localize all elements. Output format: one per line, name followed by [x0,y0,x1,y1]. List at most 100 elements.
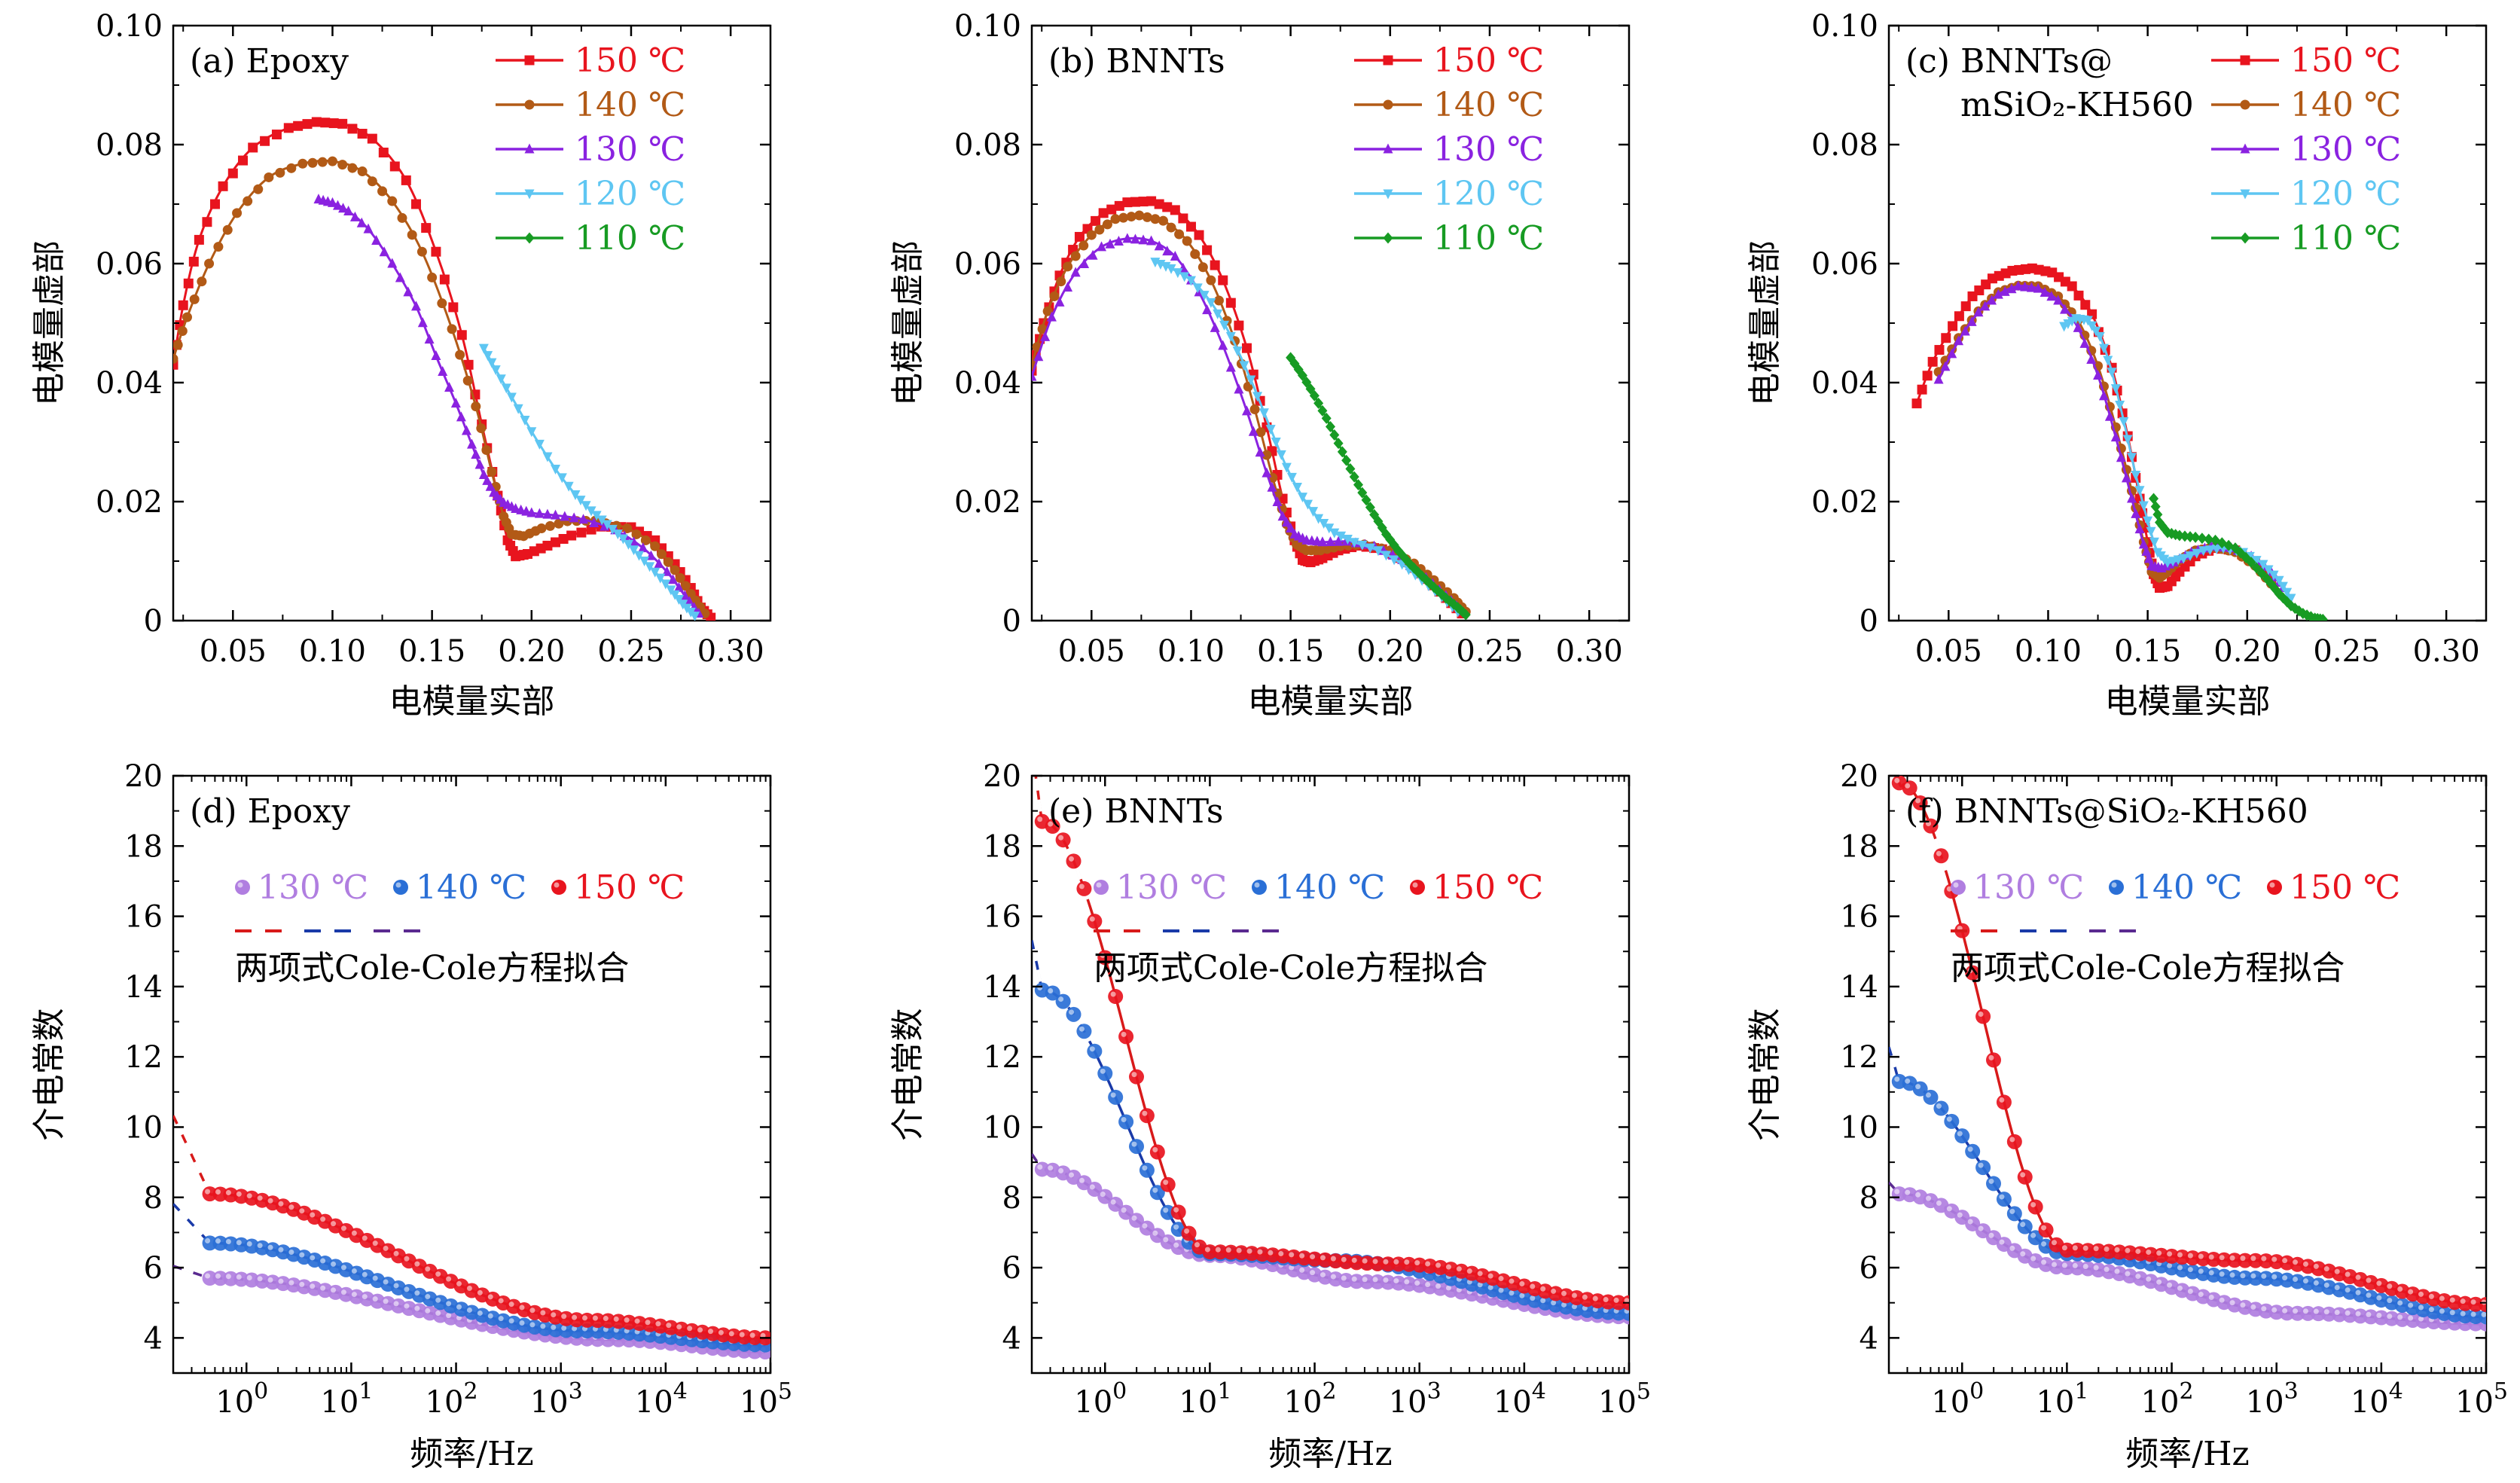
legend-label: 130 ℃ [1116,868,1227,907]
data-point-highlight [1936,1103,1942,1109]
fit-line-dash-gap [173,1265,258,1283]
data-point-triangle-up [1162,246,1173,256]
data-point-highlight [2072,1262,2078,1268]
data-point-highlight [1393,1259,1399,1265]
y-tick-label: 0.02 [1811,485,1878,520]
data-point-square [576,527,587,538]
data-point-highlight [1310,1254,1316,1260]
data-point-triangle-up [467,438,477,449]
x-tick-label: 0.05 [1058,634,1125,669]
legend-label: 130 ℃ [2290,130,2401,169]
data-point-triangle-up [2073,322,2083,332]
data-point-square [2073,290,2084,301]
legend-label: 150 ℃ [575,41,685,80]
data-point-highlight [2470,1299,2476,1305]
data-point-highlight [1351,1276,1357,1282]
data-point-highlight [2250,1273,2256,1279]
x-tick-label: 0.15 [2114,634,2181,669]
data-point-triangle-up [1054,296,1065,307]
data-point-highlight [1299,1267,1305,1273]
data-point-circle [462,375,473,386]
data-point-highlight [1037,1164,1043,1170]
data-point-triangle-down [1276,450,1286,460]
data-point-highlight [2261,1306,2267,1312]
data-point-highlight [1058,1167,1064,1173]
x-axis-title: 频率/Hz [1268,1435,1392,1473]
data-point-triangle-up [1286,523,1296,533]
data-point-highlight [1372,1277,1378,1283]
x-tick-label-base: 10 [1389,1385,1427,1420]
data-point-diamond [1357,487,1368,499]
data-point-highlight [1509,1290,1515,1296]
data-point-highlight [205,1189,211,1195]
data-point-triangle-up [1122,233,1133,243]
x-tick-label: 101 [2036,1378,2088,1420]
data-point-sphere [1055,993,1071,1009]
x-tick-label: 100 [1074,1378,1127,1420]
data-point-circle [622,523,633,534]
data-point-highlight [2460,1298,2466,1304]
data-point-square [227,168,238,179]
y-tick-label: 14 [1840,970,1878,1005]
data-point-diamond [2197,532,2207,545]
panel-label: (b) BNNTs [1048,42,1225,81]
data-point-triangle-down [490,365,501,376]
y-tick-label: 10 [983,1110,1021,1145]
data-point-highlight [1142,1165,1148,1171]
data-point-diamond [1460,609,1471,621]
data-point-circle [524,99,535,110]
data-point-triangle-up [395,272,405,282]
data-point-highlight [456,1280,462,1286]
data-point-highlight [393,1301,399,1307]
legend-label: 140 ℃ [1433,86,1544,124]
data-point-highlight [2187,1289,2193,1295]
data-point-triangle-down [542,452,553,462]
data-point-highlight [2156,1279,2162,1285]
data-point-triangle-up [2138,539,2149,549]
data-point-sphere [1996,1192,2012,1207]
data-point-triangle-down [602,520,612,530]
data-point-highlight [707,1329,713,1335]
data-point-highlight [2250,1304,2256,1310]
data-point-triangle-down [581,501,591,511]
data-point-highlight [2229,1255,2235,1261]
data-point-highlight [2104,1266,2110,1272]
data-point-highlight [2030,1232,2036,1238]
data-point-highlight [320,1216,326,1222]
series-line-130 [1937,285,2284,589]
data-point-highlight [2167,1282,2173,1288]
data-point-square [1138,197,1149,207]
y-axis-title: 电模量虚部 [30,240,69,406]
x-tick-label: 103 [2246,1378,2299,1420]
data-point-square [194,234,204,245]
y-tick-label: 4 [1859,1321,1878,1356]
data-point-square [401,175,411,185]
data-point-triangle-down [650,567,661,578]
data-point-triangle-up [363,223,374,233]
data-point-highlight [1236,1247,1242,1253]
data-point-triangle-up [333,200,343,210]
data-point-highlight [1967,1219,1973,1225]
panel-b: 150 ℃ 140 ℃ 130 ℃ 120 ℃ 110 ℃ (b) BNNTs 0 0.02 0… [889,9,1631,721]
y-tick-label: 0.04 [96,366,163,401]
data-point-sphere [1087,1043,1103,1059]
data-point-square [1170,205,1180,215]
data-point-highlight [331,1287,337,1293]
plot-area [1889,776,2486,1332]
x-tick-label-base: 10 [426,1385,464,1420]
data-point-square [1130,197,1140,207]
data-point-highlight [487,1294,493,1300]
data-point-highlight [2146,1250,2152,1256]
data-point-highlight [267,1198,273,1204]
data-point-sphere [1965,1143,1981,1159]
data-point-circle [327,156,337,166]
data-point-diamond [1313,397,1324,409]
data-point-square [1941,333,1951,343]
data-point-square [1383,55,1393,66]
data-point-square [439,274,450,285]
x-tick-label-exponent: 0 [254,1378,268,1405]
data-point-square [1106,204,1117,215]
data-point-highlight [2271,1274,2277,1280]
x-tick-label: 101 [320,1378,373,1420]
data-point-square [1934,345,1945,355]
